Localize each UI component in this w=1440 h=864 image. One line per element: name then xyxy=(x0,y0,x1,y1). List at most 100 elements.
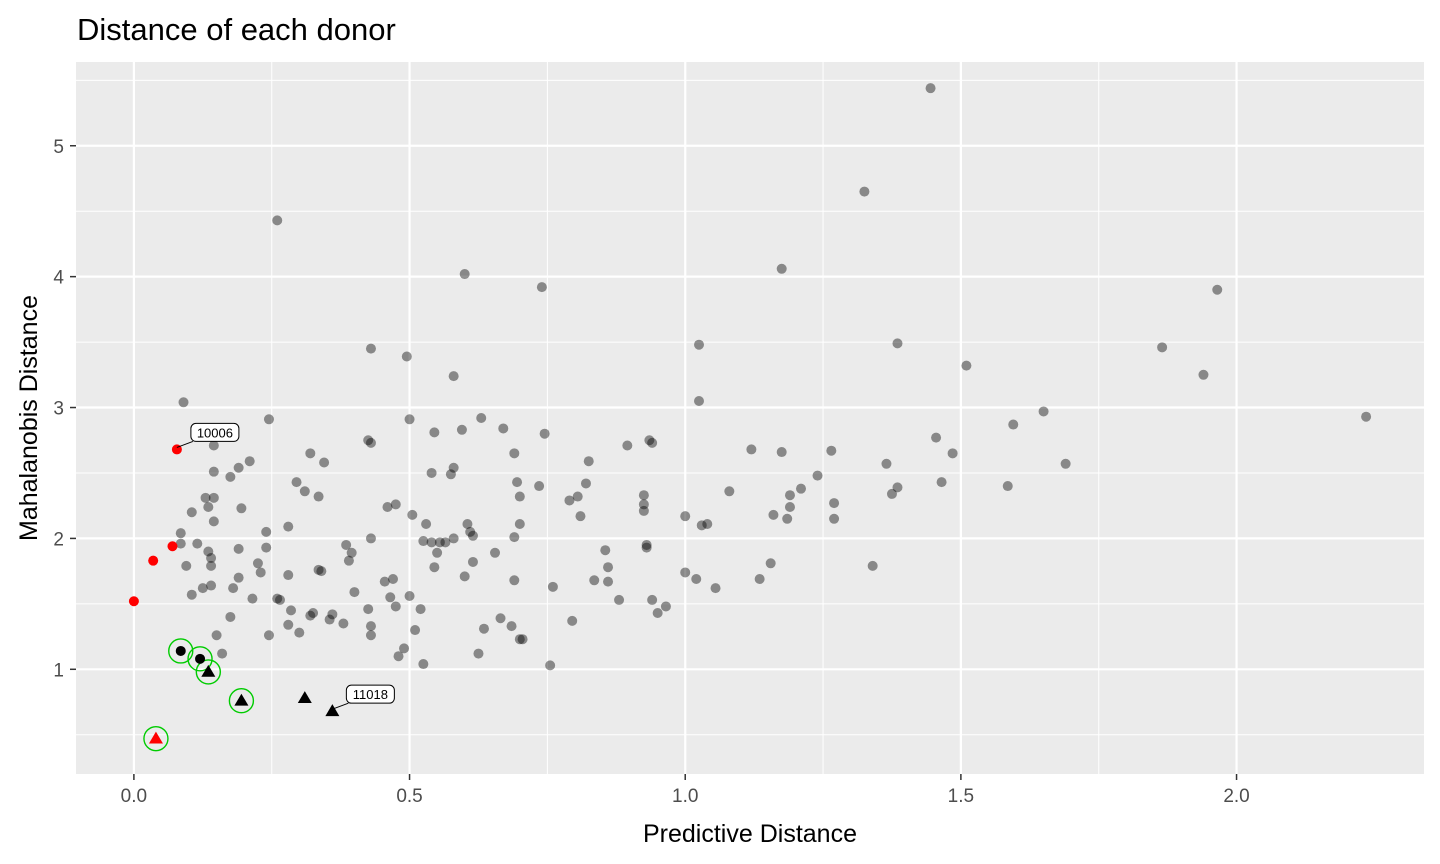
point-label: 11018 xyxy=(353,687,388,702)
donor-point xyxy=(545,660,556,671)
donor-point xyxy=(754,573,765,584)
donor-point xyxy=(680,511,691,522)
donor-point xyxy=(660,601,671,612)
donor-point xyxy=(404,414,415,425)
donor-point xyxy=(365,630,376,641)
donor-point xyxy=(498,423,509,434)
x-axis-title: Predictive Distance xyxy=(643,820,857,848)
selected-point xyxy=(175,645,186,656)
donor-point xyxy=(388,573,399,584)
donor-point xyxy=(539,428,550,439)
donor-point xyxy=(192,538,203,549)
donor-point xyxy=(1361,411,1372,422)
donor-point xyxy=(459,571,470,582)
highlighted-triangle xyxy=(148,731,163,744)
donor-point xyxy=(305,448,316,459)
donor-point xyxy=(490,547,501,558)
donor-point xyxy=(382,502,393,512)
donor-point xyxy=(495,613,506,624)
donor-point xyxy=(776,263,787,274)
donor-point xyxy=(272,215,283,226)
highlighted-point xyxy=(167,541,178,552)
y-tick-label: 1 xyxy=(53,660,64,681)
donor-point xyxy=(261,526,272,537)
label-box xyxy=(345,684,395,704)
donor-point xyxy=(886,488,897,499)
point-label: 10006 xyxy=(197,425,233,440)
donor-point xyxy=(448,533,459,544)
donor-point xyxy=(327,609,338,620)
donor-point xyxy=(473,648,484,659)
donor-point xyxy=(421,519,432,530)
donor-point xyxy=(776,447,787,458)
donor-point xyxy=(506,621,517,632)
donor-point xyxy=(272,593,283,604)
donor-point xyxy=(208,516,219,527)
donor-point xyxy=(363,604,374,615)
axis-ticks: 0.0 0.5 1.0 1.5 2.0 1 2 3 4 5 xyxy=(53,137,1249,807)
donor-point xyxy=(203,546,214,557)
donor-point xyxy=(456,424,467,435)
donor-point xyxy=(583,456,594,467)
selected-point xyxy=(195,653,206,664)
donor-point xyxy=(514,491,525,502)
donor-point xyxy=(1038,406,1049,417)
donor-point xyxy=(418,536,429,547)
donor-point xyxy=(203,502,214,512)
donor-point xyxy=(338,618,349,629)
donor-point xyxy=(536,282,547,293)
chart-title: Distance of each donor xyxy=(77,12,396,47)
donor-point xyxy=(702,519,713,530)
highlight-ring xyxy=(143,725,169,752)
donor-point xyxy=(252,558,263,569)
donor-point xyxy=(467,556,478,567)
donor-point xyxy=(225,611,236,622)
donor-point xyxy=(399,643,410,654)
point-labels: 10006 11018 xyxy=(176,422,395,710)
donor-point xyxy=(638,505,649,516)
y-axis-title: Mahalanobis Distance xyxy=(15,295,43,541)
donor-point xyxy=(931,432,942,443)
donor-point xyxy=(509,448,520,459)
donor-point xyxy=(365,437,376,448)
donor-point xyxy=(429,427,440,438)
donor-point xyxy=(947,448,958,459)
donor-point xyxy=(365,533,376,544)
donor-point xyxy=(925,83,936,94)
highlighted-point xyxy=(128,596,139,607)
donor-point xyxy=(1157,342,1168,353)
label-leader-line xyxy=(332,702,349,710)
donor-point xyxy=(404,591,415,601)
donor-point xyxy=(365,621,376,632)
donor-point xyxy=(724,486,735,497)
donor-point xyxy=(319,457,330,468)
donor-point xyxy=(341,539,352,550)
donor-point xyxy=(410,625,421,636)
data-points xyxy=(128,83,1372,752)
donor-point xyxy=(881,458,892,469)
highlight-ring xyxy=(187,646,213,672)
donor-point xyxy=(564,495,575,506)
donor-point xyxy=(393,651,404,662)
donor-point xyxy=(580,478,591,489)
donor-point xyxy=(291,477,302,488)
donor-point xyxy=(206,560,217,571)
x-tick-label: 1.0 xyxy=(672,786,698,807)
donor-point xyxy=(445,469,456,480)
label-leader-line xyxy=(176,440,194,448)
x-tick-label: 1.5 xyxy=(948,786,974,807)
donor-point xyxy=(641,539,652,550)
donor-point xyxy=(206,580,217,591)
donor-point xyxy=(936,477,947,488)
donor-point xyxy=(263,630,274,641)
donor-point xyxy=(286,605,297,616)
donor-point xyxy=(509,532,520,543)
donor-point xyxy=(448,371,459,382)
donor-point xyxy=(784,502,795,512)
donor-point xyxy=(343,555,354,566)
donor-point xyxy=(308,608,319,619)
donor-point xyxy=(680,567,691,578)
donor-point xyxy=(385,592,396,603)
donor-point xyxy=(826,445,837,456)
donor-point xyxy=(567,615,578,626)
